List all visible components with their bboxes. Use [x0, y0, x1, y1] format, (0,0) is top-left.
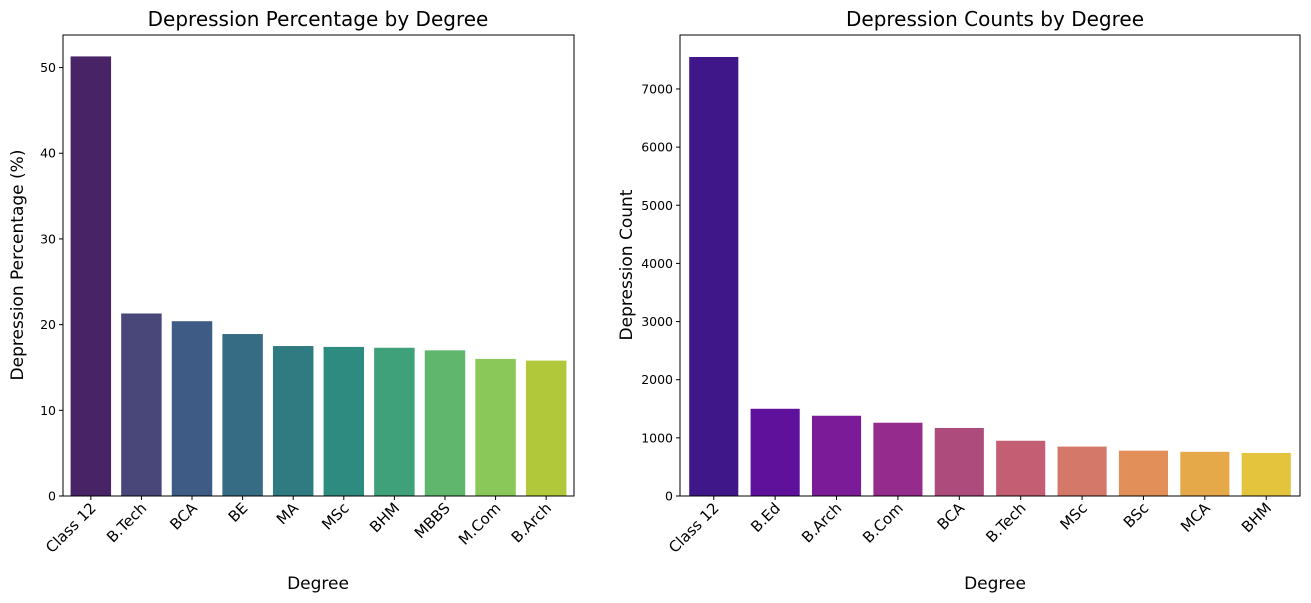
chart-depression-counts: Depression Counts by Degree 0 1000 2000 300…	[617, 7, 1301, 594]
x-tick-label: Class 12	[42, 499, 100, 557]
y-axis: 0 1000 2000 3000 4000 5000 6000 7000	[641, 81, 680, 504]
bar-b-com	[873, 422, 923, 496]
chart-title: Depression Counts by Degree	[846, 7, 1144, 31]
bar-bsc	[1118, 450, 1169, 496]
x-tick-label: B.Com	[859, 499, 907, 547]
bar-bhm	[374, 347, 415, 496]
x-tick-label: MSc	[318, 499, 352, 533]
chart-depression-percentage: Depression Percentage by Degree 0 10 20 30 4…	[8, 7, 575, 594]
y-axis-label: Depression Count	[617, 189, 637, 340]
x-axis: Class 12 B.Tech BCA BE MA MSc BHM MBBS M.Com B.Ar…	[42, 496, 555, 557]
x-tick-label: B.Arch	[798, 499, 845, 546]
y-tick-label: 3000	[641, 314, 673, 329]
y-tick-label: 2000	[641, 372, 673, 387]
y-tick-label: 4000	[641, 256, 673, 271]
x-tick-label: B.Ed	[747, 499, 784, 536]
y-axis-label: Depression Percentage (%)	[8, 150, 28, 381]
bar-bca	[171, 321, 213, 496]
x-tick-label: MSc	[1056, 499, 1090, 533]
bars	[689, 56, 1291, 496]
x-tick-label: BSc	[1120, 499, 1152, 531]
y-tick-label: 1000	[641, 430, 673, 445]
x-tick-label: B.Tech	[982, 499, 1029, 546]
x-tick-label: B.Tech	[103, 499, 150, 546]
bar-class-12	[689, 56, 739, 496]
x-tick-label: BCA	[166, 499, 201, 534]
x-tick-label: Class 12	[665, 499, 723, 557]
x-tick-label: BE	[225, 499, 252, 526]
y-tick-label: 40	[40, 146, 56, 161]
y-axis: 0 10 20 30 40 50	[40, 60, 63, 504]
y-tick-label: 0	[48, 489, 56, 504]
x-tick-label: MA	[273, 499, 303, 529]
y-tick-label: 6000	[641, 140, 673, 155]
x-tick-label: M.Com	[455, 499, 504, 548]
x-tick-label: MBBS	[411, 499, 454, 542]
y-tick-label: 50	[40, 60, 56, 75]
x-tick-label: BHM	[1238, 499, 1275, 536]
y-tick-label: 10	[40, 403, 56, 418]
x-tick-label: MCA	[1177, 499, 1214, 536]
x-tick-label: BCA	[934, 499, 969, 534]
bar-msc	[323, 346, 365, 496]
bar-bca	[934, 427, 984, 496]
bars	[70, 56, 567, 496]
bar-class-12	[70, 56, 112, 496]
plot-frame	[62, 34, 575, 497]
x-axis: Class 12 B.Ed B.Arch B.Com BCA B.Tech MSc BSc MC…	[665, 496, 1275, 557]
x-tick-label: B.Arch	[508, 499, 555, 546]
y-tick-label: 30	[40, 231, 56, 246]
x-axis-label: Degree	[964, 574, 1026, 594]
y-tick-label: 20	[40, 317, 56, 332]
bar-b-arch	[525, 360, 567, 496]
y-tick-label: 5000	[641, 198, 673, 213]
bar-m-com	[475, 358, 516, 496]
bar-mbbs	[424, 350, 466, 496]
bar-b-tech	[996, 440, 1046, 496]
bar-b-arch	[811, 415, 862, 496]
x-axis-label: Degree	[287, 574, 349, 594]
x-tick-label: BHM	[366, 499, 403, 536]
y-tick-label: 7000	[641, 81, 673, 96]
bar-b-ed	[750, 408, 800, 496]
chart-title: Depression Percentage by Degree	[148, 7, 489, 31]
bar-bhm	[1241, 452, 1291, 496]
bar-b-tech	[121, 313, 162, 496]
bar-be	[222, 334, 263, 496]
bar-msc	[1057, 446, 1107, 496]
y-tick-label: 0	[665, 489, 673, 504]
bar-mca	[1180, 451, 1230, 496]
bar-ma	[272, 346, 314, 496]
plot-frame	[679, 34, 1301, 497]
